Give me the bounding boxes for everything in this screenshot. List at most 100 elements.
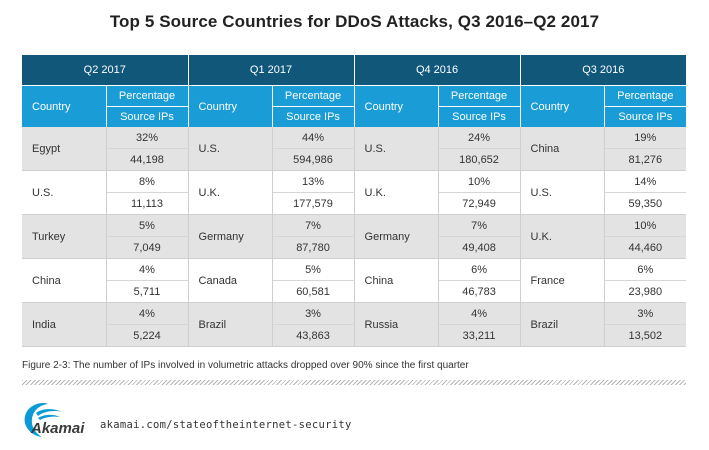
akamai-logo-text: Akamai bbox=[30, 420, 85, 437]
table-row: U.S. 8% U.K. 13% U.K. 10% U.S. 14% bbox=[22, 170, 687, 215]
source-ips-cell: 180,652 bbox=[438, 148, 521, 171]
source-ips-cell: 44,198 bbox=[106, 148, 189, 171]
table-row-source-ips: 44,198 594,986 180,652 81,276 bbox=[22, 148, 687, 171]
country-cell: U.K. bbox=[520, 214, 605, 259]
percentage-column-header: Percentage bbox=[604, 85, 687, 107]
source-ips-cell: 46,783 bbox=[438, 280, 521, 303]
percentage-cell: 3% bbox=[272, 302, 355, 325]
country-cell: Germany bbox=[188, 214, 273, 259]
table-row-source-ips: 5,711 60,581 46,783 23,980 bbox=[22, 280, 687, 303]
source-ips-cell: 60,581 bbox=[272, 280, 355, 303]
country-column-header: Country bbox=[188, 85, 273, 127]
source-ips-cell: 594,986 bbox=[272, 148, 355, 171]
percentage-cell: 10% bbox=[604, 214, 687, 237]
country-cell: China bbox=[354, 258, 439, 303]
quarter-header-q3-2016: Q3 2016 bbox=[520, 55, 687, 86]
table-row: Turkey 5% Germany 7% Germany 7% U.K. 10% bbox=[22, 214, 687, 259]
table-row: Egypt 32% U.S. 44% U.S. 24% China 19% bbox=[22, 127, 687, 171]
percentage-cell: 32% bbox=[106, 127, 189, 149]
table-row: India 4% Brazil 3% Russia 4% Brazil 3% bbox=[22, 302, 687, 347]
footer-url: akamai.com/stateoftheinternet-security bbox=[100, 419, 352, 431]
country-cell: U.K. bbox=[188, 170, 273, 215]
percentage-cell: 6% bbox=[604, 258, 687, 281]
footer-brand: Akamai akamai.com/stateoftheinternet-sec… bbox=[22, 400, 522, 440]
source-ips-cell: 72,949 bbox=[438, 192, 521, 215]
table-row: China 4% Canada 5% China 6% France 6% bbox=[22, 258, 687, 303]
quarter-header-row: Q2 2017 Q1 2017 Q4 2016 Q3 2016 bbox=[22, 55, 687, 86]
country-cell: India bbox=[22, 302, 107, 347]
country-cell: Russia bbox=[354, 302, 439, 347]
source-ips-cell: 13,502 bbox=[604, 324, 687, 347]
quarter-header-q1-2017: Q1 2017 bbox=[188, 55, 355, 86]
country-column-header: Country bbox=[22, 85, 107, 127]
percentage-cell: 19% bbox=[604, 127, 687, 149]
chart-title: Top 5 Source Countries for DDoS Attacks,… bbox=[109, 12, 600, 31]
country-cell: France bbox=[520, 258, 605, 303]
source-ips-cell: 5,224 bbox=[106, 324, 189, 347]
percentage-cell: 4% bbox=[106, 302, 189, 325]
source-ips-cell: 23,980 bbox=[604, 280, 687, 303]
figure-caption: Figure 2-3: The number of IPs involved i… bbox=[22, 360, 469, 371]
source-ips-column-header: Source IPs bbox=[272, 106, 355, 127]
country-cell: Germany bbox=[354, 214, 439, 259]
country-column-header: Country bbox=[520, 85, 605, 127]
source-ips-column-header: Source IPs bbox=[604, 106, 687, 127]
country-cell: China bbox=[520, 127, 605, 171]
percentage-cell: 7% bbox=[438, 214, 521, 237]
country-cell: U.S. bbox=[354, 127, 439, 171]
percentage-cell: 24% bbox=[438, 127, 521, 149]
percentage-column-header: Percentage bbox=[272, 85, 355, 107]
country-cell: Canada bbox=[188, 258, 273, 303]
percentage-cell: 44% bbox=[272, 127, 355, 149]
source-ips-column-header: Source IPs bbox=[106, 106, 189, 127]
source-ips-cell: 11,113 bbox=[106, 192, 189, 215]
column-subheader-row: Source IPs Source IPs Source IPs Source … bbox=[22, 106, 687, 127]
source-ips-cell: 33,211 bbox=[438, 324, 521, 347]
table-row-source-ips: 5,224 43,863 33,211 13,502 bbox=[22, 324, 687, 347]
hatched-divider bbox=[22, 380, 686, 385]
percentage-cell: 4% bbox=[106, 258, 189, 281]
column-header-row: Country Percentage Country Percentage Co… bbox=[22, 85, 687, 127]
source-ips-cell: 177,579 bbox=[272, 192, 355, 215]
percentage-cell: 5% bbox=[272, 258, 355, 281]
percentage-cell: 6% bbox=[438, 258, 521, 281]
percentage-cell: 3% bbox=[604, 302, 687, 325]
percentage-cell: 13% bbox=[272, 170, 355, 193]
table-head: Q2 2017 Q1 2017 Q4 2016 Q3 2016 Country … bbox=[22, 55, 687, 127]
country-cell: Turkey bbox=[22, 214, 107, 259]
source-ips-cell: 49,408 bbox=[438, 236, 521, 259]
percentage-cell: 8% bbox=[106, 170, 189, 193]
percentage-cell: 14% bbox=[604, 170, 687, 193]
source-ips-cell: 81,276 bbox=[604, 148, 687, 171]
source-ips-cell: 7,049 bbox=[106, 236, 189, 259]
quarter-header-q2-2017: Q2 2017 bbox=[22, 55, 189, 86]
table-row-source-ips: 7,049 87,780 49,408 44,460 bbox=[22, 236, 687, 259]
country-cell: U.S. bbox=[188, 127, 273, 171]
source-ips-cell: 44,460 bbox=[604, 236, 687, 259]
akamai-logo-icon: Akamai bbox=[24, 403, 85, 437]
country-cell: Brazil bbox=[188, 302, 273, 347]
percentage-cell: 10% bbox=[438, 170, 521, 193]
source-ips-cell: 5,711 bbox=[106, 280, 189, 303]
ddos-source-table: Q2 2017 Q1 2017 Q4 2016 Q3 2016 Country … bbox=[22, 55, 687, 347]
ddos-table-container: Q2 2017 Q1 2017 Q4 2016 Q3 2016 Country … bbox=[22, 55, 687, 347]
percentage-cell: 5% bbox=[106, 214, 189, 237]
source-ips-cell: 43,863 bbox=[272, 324, 355, 347]
table-body: Egypt 32% U.S. 44% U.S. 24% China 19% 44,198 594,… bbox=[22, 127, 687, 347]
percentage-cell: 4% bbox=[438, 302, 521, 325]
source-ips-cell: 87,780 bbox=[272, 236, 355, 259]
table-row-source-ips: 11,113 177,579 72,949 59,350 bbox=[22, 192, 687, 215]
source-ips-cell: 59,350 bbox=[604, 192, 687, 215]
percentage-column-header: Percentage bbox=[438, 85, 521, 107]
source-ips-column-header: Source IPs bbox=[438, 106, 521, 127]
country-cell: U.S. bbox=[22, 170, 107, 215]
country-cell: China bbox=[22, 258, 107, 303]
country-column-header: Country bbox=[354, 85, 439, 127]
country-cell: U.K. bbox=[354, 170, 439, 215]
quarter-header-q4-2016: Q4 2016 bbox=[354, 55, 521, 86]
country-cell: Brazil bbox=[520, 302, 605, 347]
percentage-cell: 7% bbox=[272, 214, 355, 237]
country-cell: Egypt bbox=[22, 127, 107, 171]
country-cell: U.S. bbox=[520, 170, 605, 215]
percentage-column-header: Percentage bbox=[106, 85, 189, 107]
